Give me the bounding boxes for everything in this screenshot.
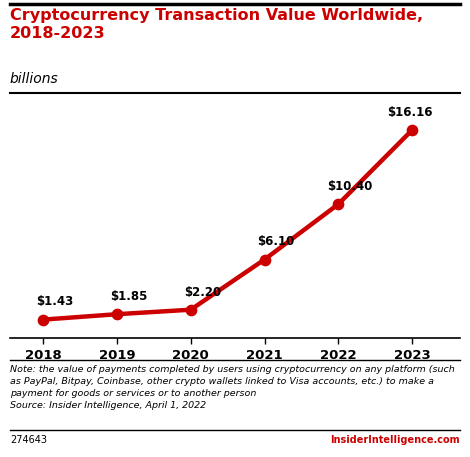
Text: Cryptocurrency Transaction Value Worldwide,
2018-2023: Cryptocurrency Transaction Value Worldwi… xyxy=(10,8,423,41)
Text: billions: billions xyxy=(10,72,59,86)
Point xyxy=(261,256,268,263)
Text: InsiderIntelligence.com: InsiderIntelligence.com xyxy=(330,435,460,445)
Point xyxy=(113,311,121,318)
Text: $10.40: $10.40 xyxy=(327,180,373,193)
Text: $1.85: $1.85 xyxy=(110,290,148,303)
Point xyxy=(335,201,342,208)
Text: $2.20: $2.20 xyxy=(184,286,221,298)
Text: $16.16: $16.16 xyxy=(387,106,432,119)
Point xyxy=(39,316,47,323)
Text: $6.10: $6.10 xyxy=(258,235,295,249)
Text: $1.43: $1.43 xyxy=(36,296,73,308)
Text: 274643: 274643 xyxy=(10,435,47,445)
Point xyxy=(408,127,416,134)
Point xyxy=(187,306,195,314)
Text: Note: the value of payments completed by users using cryptocurrency on any platf: Note: the value of payments completed by… xyxy=(10,365,455,410)
